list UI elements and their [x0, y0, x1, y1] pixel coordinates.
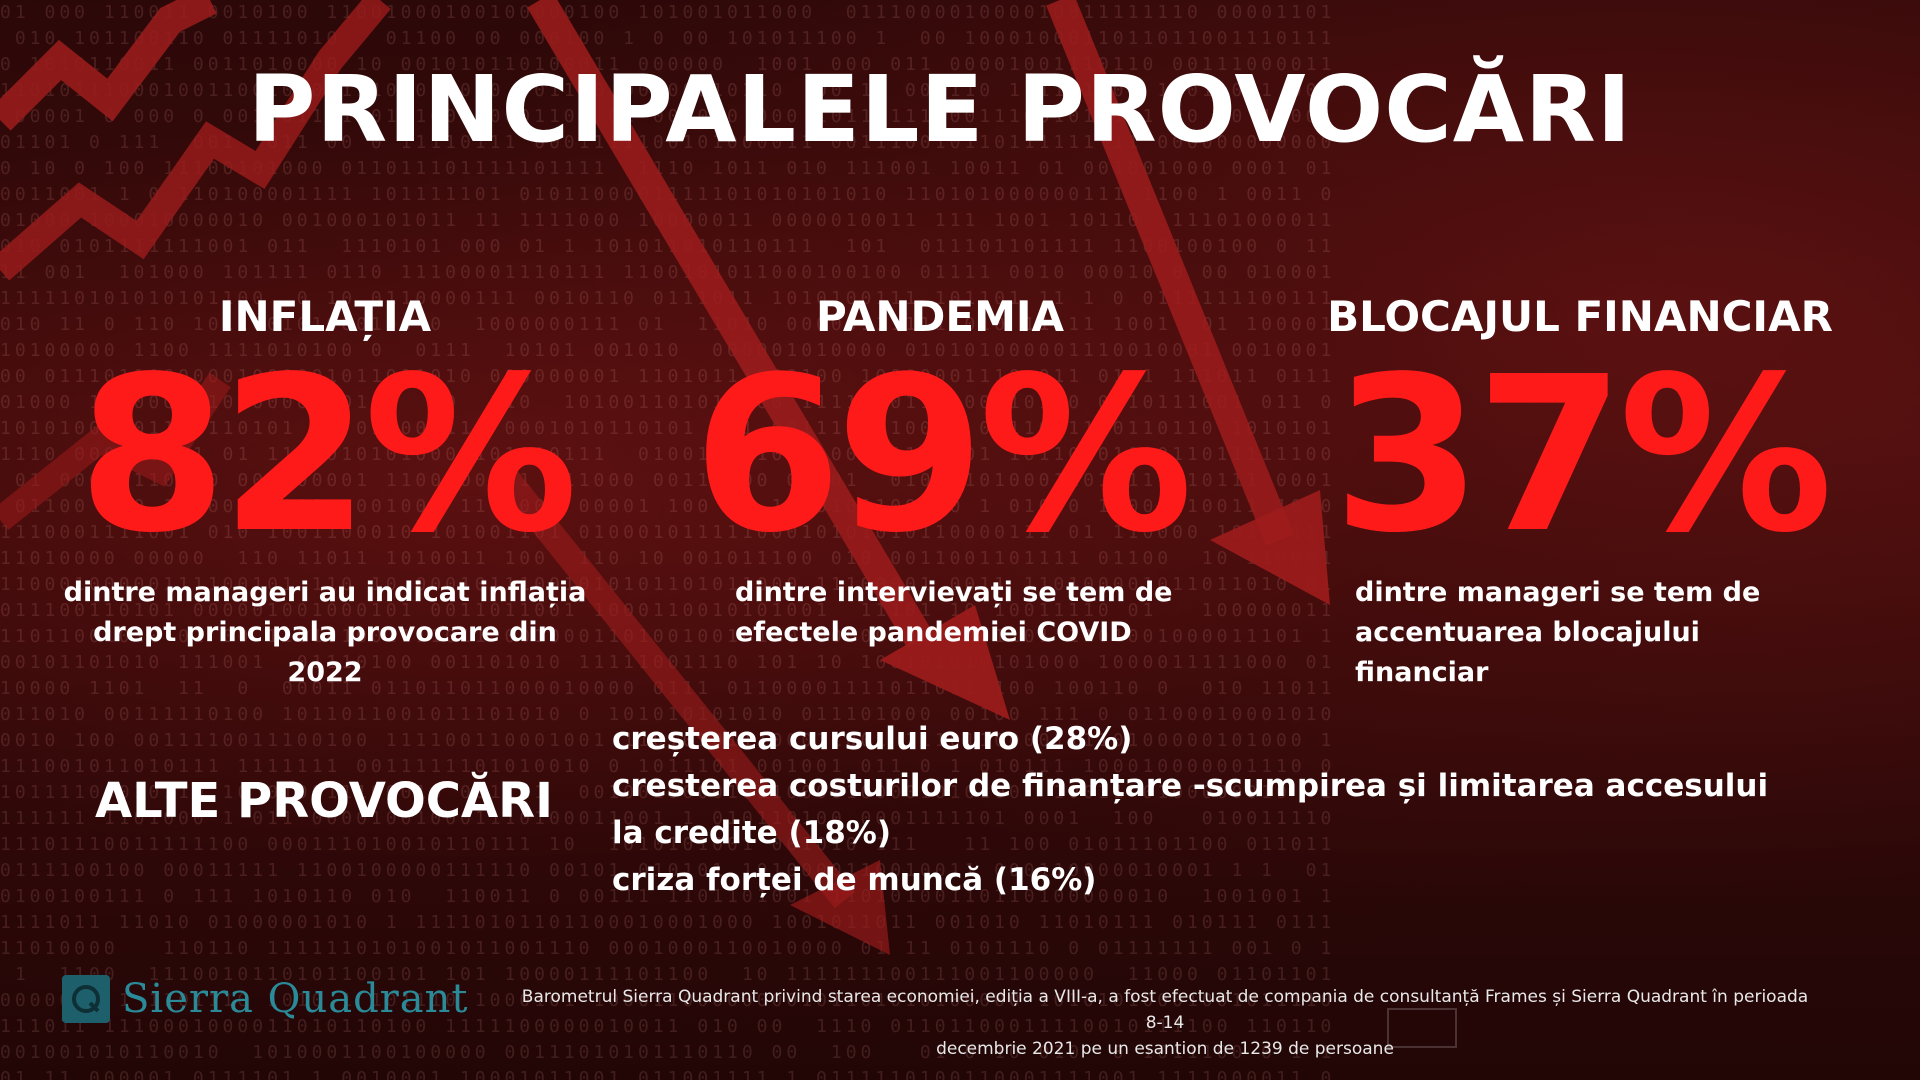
stat-description-line: drept principala provocare din 2022 — [93, 617, 557, 688]
list-item: criza forței de muncă (16%) — [612, 862, 1097, 898]
zigzag-line-middle — [0, 0, 391, 281]
sierra-quadrant-logo: Sierra Quadrant — [62, 975, 468, 1023]
stat-description-line: accentuarea blocajului financiar — [1355, 617, 1700, 688]
stat-label: INFLAȚIA — [218, 292, 432, 341]
stat-card-inflation: INFLAȚIA 82% dintre manageri au indicat … — [60, 292, 590, 693]
stat-description-line: dintre manageri se tem de — [1355, 577, 1761, 608]
sierra-quadrant-logo-icon — [62, 975, 110, 1023]
stat-value: 82% — [77, 331, 578, 580]
stat-card-financial-blockage: BLOCAJUL FINANCIAR 37% dintre manageri s… — [1320, 292, 1840, 693]
page-title: PRINCIPALELE PROVOCĂRI — [248, 56, 1632, 163]
stat-label: BLOCAJUL FINANCIAR — [1327, 292, 1833, 341]
stat-description: dintre manageri se tem de accentuarea bl… — [1320, 573, 1840, 693]
down-arrow-head-large — [880, 605, 1010, 720]
stat-description: dintre manageri au indicat inflația drep… — [60, 573, 590, 693]
stat-description-line: dintre manageri au indicat inflația — [63, 577, 587, 608]
stat-description-line: efectele pandemiei COVID — [735, 617, 1132, 648]
stat-value: 69% — [692, 331, 1193, 580]
stat-card-pandemic: PANDEMIA 69% dintre intervievați se tem … — [670, 292, 1210, 653]
stat-label: PANDEMIA — [815, 292, 1065, 341]
zigzag-line-upper — [0, 0, 217, 131]
down-arrow-shaft-right — [1046, 0, 1294, 546]
down-arrow-shaft-large — [527, 0, 933, 648]
footnote-line: Barometrul Sierra Quadrant privind stare… — [521, 987, 1809, 1033]
stat-description: dintre intervievați se tem de efectele p… — [670, 573, 1210, 653]
footnote-line: decembrie 2021 pe un esantion de 1239 de… — [936, 1039, 1394, 1059]
list-item: cresterea costurilor de finanțare -scump… — [612, 768, 1769, 851]
logo-text: Sierra Quadrant — [122, 976, 469, 1022]
other-challenges-heading: ALTE PROVOCĂRI — [95, 773, 553, 829]
stat-value: 37% — [1332, 331, 1833, 580]
stat-description-line: dintre intervievați se tem de — [735, 577, 1173, 608]
list-item: creșterea cursului euro (28%) — [612, 721, 1133, 757]
down-arrow-shaft-lower — [489, 461, 856, 909]
frames-logo-icon — [1387, 1008, 1457, 1048]
footnote: Barometrul Sierra Quadrant privind stare… — [520, 984, 1810, 1062]
down-arrow-head-lower — [790, 860, 890, 955]
other-challenges-list: creșterea cursului euro (28%) cresterea … — [612, 716, 1792, 904]
down-arrow-head-right — [1210, 490, 1330, 605]
zigzag-line-lower — [0, 372, 231, 531]
